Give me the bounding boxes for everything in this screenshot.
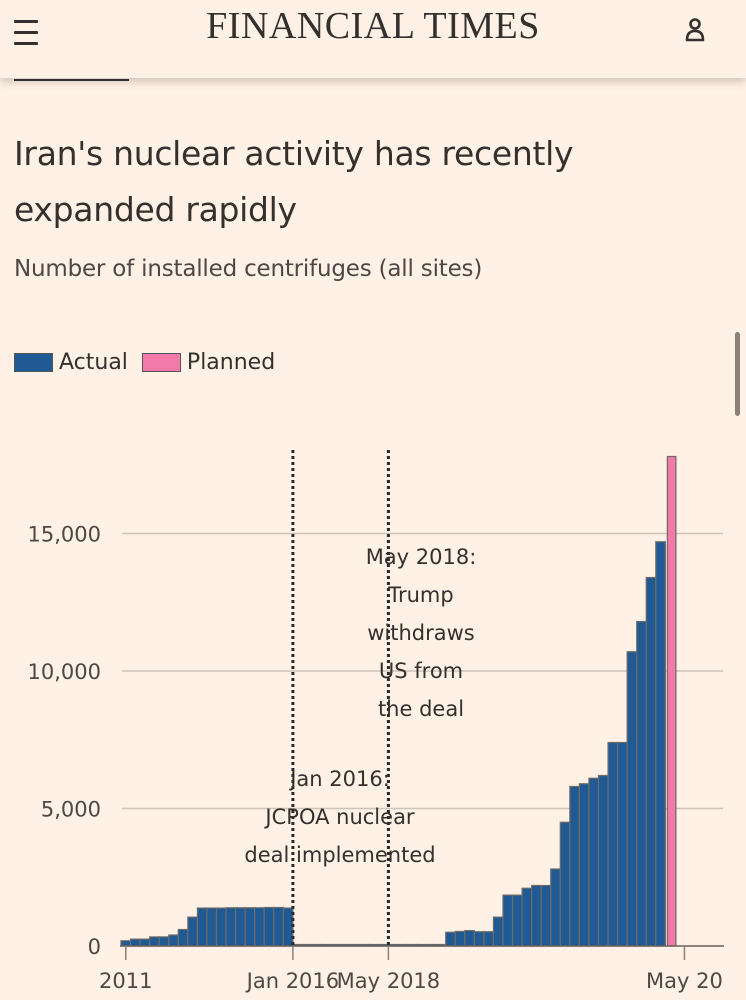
bar-actual [215, 907, 227, 947]
bar-actual [655, 541, 666, 947]
bar-actual [531, 884, 542, 947]
bar-actual [206, 907, 218, 947]
hamburger-menu-icon[interactable] [14, 14, 40, 45]
bar-actual [636, 620, 647, 947]
bar-actual [483, 931, 495, 947]
annotation-text: Trump [387, 583, 453, 607]
bar-actual [149, 936, 160, 947]
chart-subtitle: Number of installed centrifuges (all sit… [14, 256, 483, 282]
annotation-text: deal implemented [244, 843, 435, 867]
legend-label-actual: Actual [59, 350, 128, 375]
x-tick-label: 2011 [99, 969, 152, 993]
legend-swatch-actual [14, 353, 53, 372]
legend-item-planned: Planned [141, 350, 276, 375]
chart-title-line1: Iran's nuclear activity has recently [14, 134, 574, 174]
bar-actual [473, 931, 485, 947]
y-tick-label: 5,000 [41, 798, 101, 822]
bar-actual [502, 894, 514, 947]
bar-actual [578, 783, 590, 947]
annotation-text: US from [379, 659, 463, 683]
x-tick-label: Jan 2016 [245, 969, 340, 993]
bar-actual [521, 887, 533, 947]
bar-actual [492, 916, 504, 947]
bar-actual [129, 938, 141, 947]
annotation-text: May 2018: [366, 545, 477, 569]
bar-actual [273, 906, 284, 947]
bar-actual [158, 936, 170, 947]
bar-actual [120, 940, 132, 947]
legend-item-actual: Actual [14, 350, 128, 375]
bar-actual [645, 576, 657, 947]
bar-actual [235, 907, 246, 947]
legend-label-planned: Planned [186, 350, 276, 375]
bar-actual [540, 884, 552, 947]
bar-actual [225, 907, 237, 947]
y-tick-label: 15,000 [28, 523, 101, 547]
bar-chart: Jan 2016: JCPOA nuclear deal implemented Ma… [28, 450, 724, 993]
legend-swatch-planned [141, 353, 181, 372]
x-tick-label: May 20 [646, 969, 723, 993]
bar-actual [454, 930, 466, 947]
annotation-text: the deal [378, 697, 464, 721]
bar-actual [168, 934, 179, 947]
bar-planned [666, 455, 677, 947]
y-tick-label: 10,000 [28, 660, 101, 684]
bar-actual [254, 907, 265, 947]
bar-actual [588, 777, 600, 947]
annotation-text: JCPOA nuclear [263, 805, 415, 829]
bar-actual [569, 785, 580, 947]
page-scrollbar[interactable] [735, 332, 740, 416]
annotation-text: Jan 2016: [288, 767, 390, 791]
section-underline [14, 79, 129, 81]
bar-actual [550, 868, 561, 947]
bar-actual [196, 907, 208, 947]
x-tick-label: May 2018 [337, 969, 441, 993]
bar-actual [187, 916, 199, 947]
bar-actual [559, 821, 571, 947]
y-tick-label: 0 [88, 935, 101, 959]
user-icon[interactable] [682, 15, 708, 45]
annotation-text: withdraws [367, 621, 475, 645]
bar-actual [464, 930, 475, 947]
bar-actual [616, 741, 628, 947]
top-navigation-bar: FINANCIAL TIMES [0, 0, 746, 78]
bar-actual [244, 907, 256, 947]
bar-actual [626, 651, 638, 947]
chart-legend: Actual Planned [14, 350, 289, 375]
bar-actual [607, 741, 619, 947]
bar-actual [263, 906, 275, 947]
chart-title: Iran's nuclear activity has recently exp… [14, 126, 714, 238]
bar-actual [445, 931, 456, 947]
bar-actual [139, 938, 151, 947]
bar-actual [511, 894, 523, 947]
bar-actual [177, 928, 189, 947]
masthead-logo[interactable]: FINANCIAL TIMES [206, 5, 540, 47]
bar-actual [597, 774, 609, 947]
chart-title-line2: expanded rapidly [14, 190, 297, 230]
